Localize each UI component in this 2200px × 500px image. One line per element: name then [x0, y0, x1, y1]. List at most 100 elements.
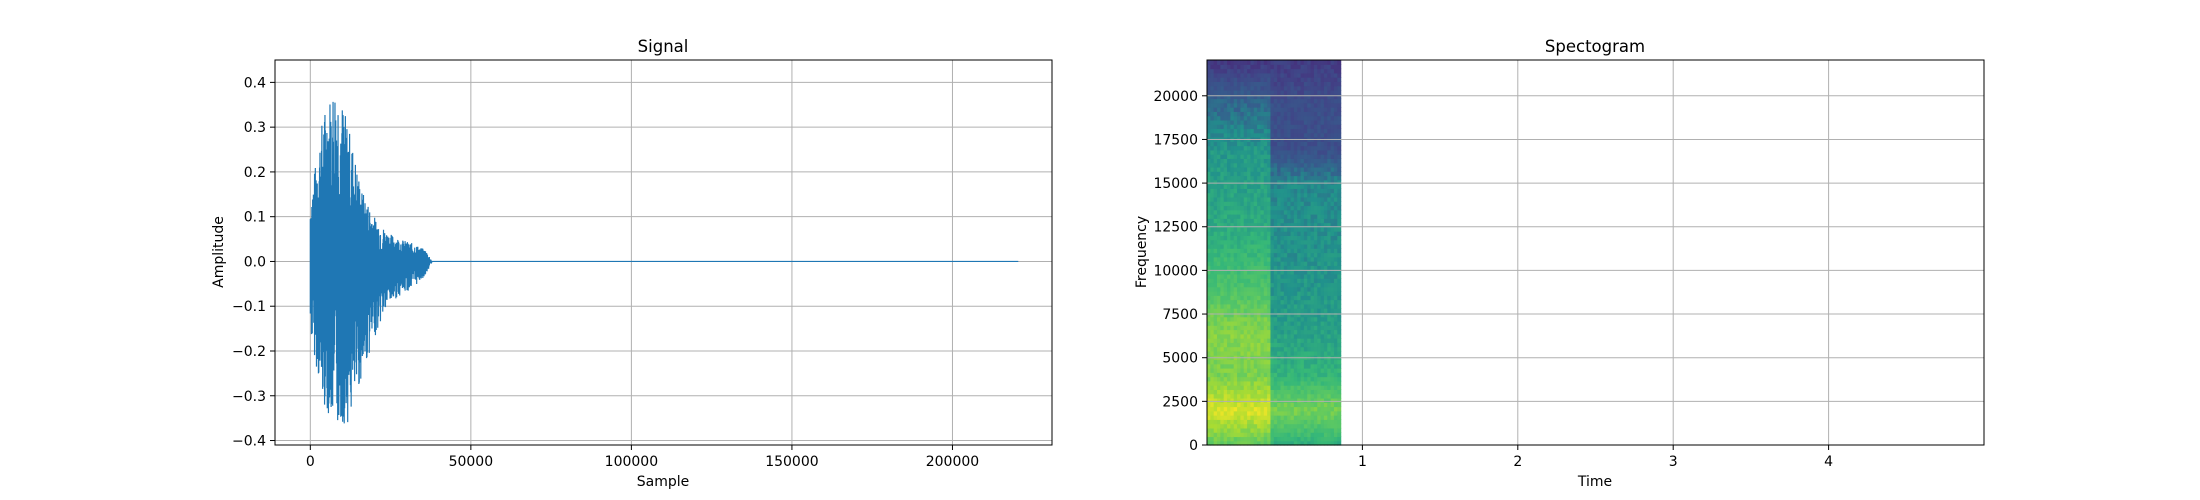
- spectrogram-cell: [1307, 94, 1312, 100]
- spectrogram-cell: [1333, 166, 1338, 172]
- spectrogram-cell: [1233, 128, 1238, 134]
- spectrogram-cell: [1313, 162, 1318, 168]
- spectrogram-cell: [1237, 222, 1242, 228]
- spectrogram-cell: [1207, 231, 1211, 236]
- spectrogram-cell: [1300, 342, 1305, 348]
- spectrogram-cell: [1267, 68, 1272, 74]
- spectrogram-cell: [1277, 145, 1282, 151]
- spectrogram-cell: [1287, 402, 1292, 408]
- spectrogram-cell: [1260, 415, 1265, 420]
- spectrogram-cell: [1307, 359, 1312, 365]
- spectrogram-cell: [1337, 423, 1342, 429]
- spectrogram-cell: [1220, 261, 1225, 266]
- spectrogram-cell: [1253, 402, 1258, 408]
- spectrogram-cell: [1253, 316, 1258, 322]
- spectrogram-cell: [1223, 192, 1228, 198]
- spectrogram-cell: [1217, 89, 1221, 95]
- spectrogram-cell: [1217, 94, 1221, 100]
- spectrogram-cell: [1233, 145, 1238, 151]
- spectrogram-cell: [1337, 196, 1342, 202]
- spectrogram-cell: [1240, 196, 1245, 202]
- spectrogram-cell: [1330, 64, 1335, 70]
- spectrogram-cell: [1293, 214, 1298, 219]
- spectrogram-cell: [1267, 72, 1272, 78]
- spectrogram-cell: [1280, 162, 1285, 168]
- spectrogram-cell: [1280, 308, 1285, 313]
- spectrogram-cell: [1230, 372, 1235, 378]
- spectrogram-cell: [1263, 278, 1268, 284]
- spectrogram-cell: [1263, 60, 1268, 65]
- spectrogram-cell: [1330, 85, 1335, 91]
- spectrogram-cell: [1263, 346, 1268, 352]
- spectrogram-cell: [1227, 111, 1231, 117]
- spectrogram-cell: [1293, 145, 1298, 151]
- spectrogram-cell: [1237, 252, 1242, 258]
- spectrogram-cell: [1280, 188, 1285, 194]
- spectrogram-cell: [1290, 329, 1295, 335]
- spectrogram-cell: [1217, 363, 1221, 369]
- spectrogram-cell: [1267, 94, 1272, 100]
- spectrogram-cell: [1293, 359, 1298, 365]
- spectrogram-cell: [1237, 145, 1242, 151]
- spectrogram-cell: [1243, 111, 1248, 117]
- spectrogram-axes-frame: [1206, 59, 1985, 446]
- spectrogram-cell: [1250, 269, 1255, 275]
- spectrogram-cell: [1267, 312, 1272, 318]
- spectrogram-cell: [1217, 98, 1221, 104]
- spectrogram-cell: [1280, 154, 1285, 159]
- spectrogram-cell: [1277, 419, 1282, 425]
- spectrogram-cell: [1330, 419, 1335, 425]
- spectrogram-cell: [1300, 184, 1305, 189]
- spectrogram-cell: [1277, 261, 1282, 266]
- spectrogram-cell: [1253, 269, 1258, 275]
- spectrogram-cell: [1290, 184, 1295, 189]
- spectrogram-cell: [1307, 89, 1312, 95]
- spectrogram-cell: [1273, 410, 1278, 416]
- spectrogram-cell: [1290, 320, 1295, 326]
- spectrogram-cell: [1243, 261, 1248, 266]
- spectrogram-cell: [1313, 235, 1318, 241]
- spectrogram-cell: [1297, 312, 1302, 318]
- spectrogram-cell: [1327, 119, 1332, 125]
- spectrogram-cell: [1270, 406, 1275, 412]
- signal-y-tick-label: −0.3: [232, 389, 266, 405]
- spectrogram-cell: [1240, 209, 1245, 215]
- spectrogram-cell: [1337, 98, 1342, 104]
- spectrogram-cell: [1330, 201, 1335, 207]
- spectrogram-cell: [1220, 299, 1225, 305]
- spectrogram-cell: [1330, 188, 1335, 194]
- spectrogram-cell: [1223, 282, 1228, 288]
- spectrogram-cell: [1210, 286, 1215, 292]
- spectrogram-cell: [1223, 436, 1228, 442]
- spectrogram-cell: [1260, 427, 1265, 433]
- spectrogram-cell: [1303, 85, 1308, 91]
- spectrogram-cell: [1313, 214, 1318, 219]
- spectrogram-cell: [1337, 316, 1342, 322]
- spectrogram-cell: [1253, 124, 1258, 130]
- spectrogram-cell: [1247, 115, 1252, 121]
- spectrogram-cell: [1280, 201, 1285, 207]
- spectrogram-cell: [1320, 115, 1325, 121]
- spectrogram-cell: [1293, 410, 1298, 416]
- spectrogram-cell: [1243, 397, 1248, 403]
- spectrogram-cell: [1233, 325, 1238, 331]
- spectrogram-cell: [1313, 218, 1318, 224]
- spectrogram-cell: [1247, 60, 1252, 65]
- spectrogram-cell: [1220, 265, 1225, 271]
- spectrogram-cell: [1237, 273, 1242, 279]
- spectrogram-cell: [1230, 299, 1235, 305]
- spectrogram-cell: [1277, 235, 1282, 241]
- spectrogram-cell: [1273, 175, 1278, 181]
- spectrogram-cell: [1303, 406, 1308, 412]
- spectrogram-cell: [1213, 338, 1218, 343]
- spectrogram-cell: [1290, 269, 1295, 275]
- spectrogram-cell: [1267, 171, 1272, 177]
- spectrogram-cell: [1217, 256, 1221, 262]
- spectrogram-cell: [1317, 94, 1322, 100]
- spectrogram-cell: [1250, 243, 1255, 249]
- spectrogram-cell: [1257, 269, 1262, 275]
- spectrogram-cell: [1260, 320, 1265, 326]
- spectrogram-cell: [1333, 77, 1338, 82]
- spectrogram-cell: [1263, 359, 1268, 365]
- spectrogram-cell: [1237, 128, 1242, 134]
